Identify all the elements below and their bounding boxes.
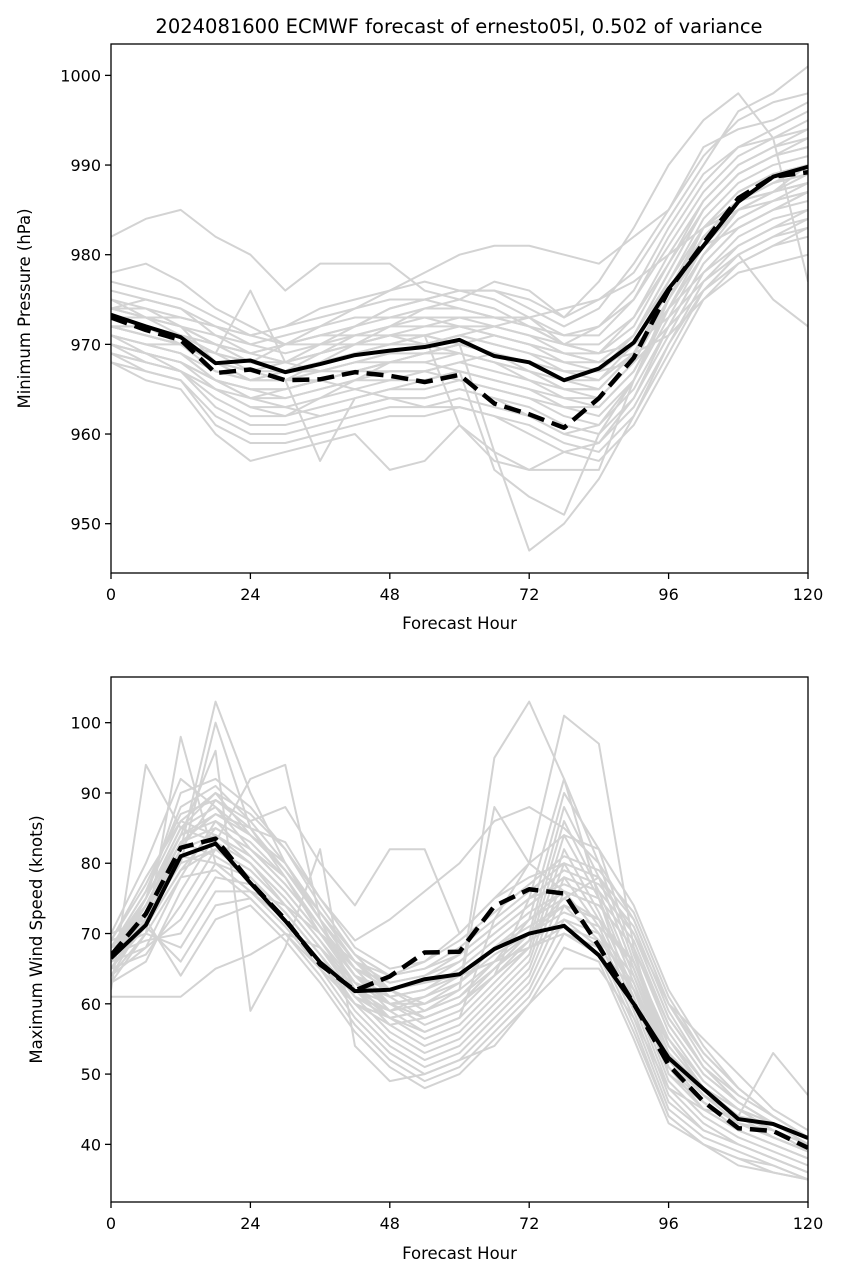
y-tick-label: 40 <box>81 1135 101 1154</box>
ensemble-member-line <box>111 92 808 355</box>
x-tick-label: 48 <box>380 1214 400 1233</box>
ensemble-member-line <box>111 806 808 1139</box>
y-tick-label: 1000 <box>60 66 101 85</box>
x-axis-label: Forecast Hour <box>402 614 517 633</box>
ensemble-member-line <box>111 101 808 364</box>
y-tick-label: 990 <box>70 156 101 175</box>
ensemble-member-line <box>111 146 808 373</box>
x-axis-label: Forecast Hour <box>402 1244 517 1263</box>
ensemble-member-line <box>111 128 808 355</box>
y-tick-label: 90 <box>81 784 101 803</box>
x-tick-label: 72 <box>519 585 539 604</box>
y-tick-label: 970 <box>70 335 101 354</box>
ensemble-member-line <box>111 191 808 418</box>
ensemble-member-line <box>111 876 808 1181</box>
ensemble-member-line <box>111 253 808 373</box>
ensemble-member-line <box>111 841 808 1146</box>
ensemble-member-line <box>111 182 808 436</box>
pressure-ticks: 0 24 48 72 96 120 950 960 970 980 990 1000 <box>60 66 823 604</box>
ensemble-member-line <box>111 700 808 1146</box>
ensemble-member-line <box>111 834 808 1153</box>
ensemble-member-line <box>111 904 808 1181</box>
ensemble-member-line <box>111 735 808 1139</box>
y-tick-label: 100 <box>70 714 101 733</box>
ensemble-member-line <box>111 749 808 1118</box>
x-tick-label: 24 <box>240 1214 260 1233</box>
plot-frame <box>110 676 809 1203</box>
y-axis-label: Minimum Pressure (hPa) <box>15 208 34 408</box>
ensemble-member-line <box>111 897 808 1181</box>
dashed-highlight-line <box>111 836 808 1150</box>
wind-ticks: 0 24 48 72 96 120 40 50 60 70 80 90 100 <box>70 714 823 1233</box>
x-tick-label: 48 <box>380 585 400 604</box>
x-tick-label: 24 <box>240 585 260 604</box>
ensemble-member-line <box>111 827 808 1139</box>
ensemble-member-line <box>111 226 808 400</box>
plot-frame <box>110 43 809 574</box>
ensemble-member-line <box>111 164 808 391</box>
ensemble-member-line <box>111 182 808 382</box>
pressure-series-layer <box>111 65 808 552</box>
pressure-chart: 2024081600 ECMWF forecast of ernesto05l,… <box>15 15 823 633</box>
ensemble-member-line <box>111 128 808 355</box>
wind-series-layer <box>111 700 808 1181</box>
ensemble-member-line <box>111 791 808 1139</box>
y-tick-label: 80 <box>81 854 101 873</box>
ensemble-member-line <box>111 700 808 1146</box>
ensemble-member-line <box>111 146 808 364</box>
x-tick-label: 72 <box>519 1214 539 1233</box>
ensemble-member-line <box>111 164 808 391</box>
y-tick-label: 50 <box>81 1065 101 1084</box>
ensemble-member-line <box>111 813 808 1139</box>
ensemble-member-line <box>111 190 808 418</box>
y-tick-label: 960 <box>70 425 101 444</box>
ensemble-member-line <box>111 869 808 1153</box>
dashed-highlight-line <box>111 169 808 430</box>
ensemble-member-line <box>111 806 808 1139</box>
ensemble-member-line <box>111 191 808 453</box>
y-tick-label: 60 <box>81 995 101 1014</box>
ensemble-member-line <box>111 820 808 1167</box>
x-tick-label: 96 <box>658 1214 678 1233</box>
y-axis-label: Maximum Wind Speed (knots) <box>27 815 46 1063</box>
ensemble-member-line <box>111 199 808 427</box>
ensemble-member-line <box>111 777 808 1139</box>
ensemble-member-line <box>111 137 808 382</box>
ensemble-member-line <box>111 855 808 1160</box>
ensemble-member-line <box>111 217 808 444</box>
x-tick-label: 0 <box>106 585 116 604</box>
y-tick-label: 70 <box>81 925 101 944</box>
x-tick-label: 0 <box>106 1214 116 1233</box>
wind-chart: 0 24 48 72 96 120 40 50 60 70 80 90 100 Forecast Hou… <box>27 676 823 1263</box>
x-tick-label: 96 <box>658 585 678 604</box>
x-tick-label: 120 <box>793 1214 824 1233</box>
x-tick-label: 120 <box>793 585 824 604</box>
y-tick-label: 950 <box>70 515 101 534</box>
ensemble-member-line <box>111 217 808 382</box>
ensemble-member-line <box>111 862 808 1174</box>
chart-title: 2024081600 ECMWF forecast of ernesto05l,… <box>155 15 762 38</box>
y-tick-label: 980 <box>70 246 101 265</box>
